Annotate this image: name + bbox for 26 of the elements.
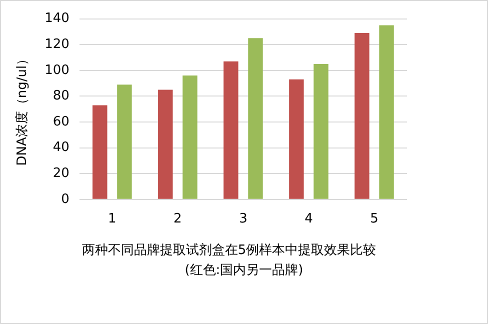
bar [117, 84, 132, 199]
y-axis-title: DNA浓度（ng/ul） [14, 52, 30, 166]
y-tick-label: 80 [52, 88, 70, 104]
y-tick-label: 120 [44, 36, 70, 52]
x-tick-label: 3 [239, 212, 248, 227]
text: (红色:国内另一品牌) [184, 262, 304, 280]
bar [289, 79, 304, 199]
x-tick-label: 1 [108, 212, 116, 227]
bar [248, 38, 263, 199]
bar [314, 64, 328, 199]
bar [182, 76, 198, 199]
y-tick-label: 40 [52, 140, 70, 156]
bar [379, 25, 394, 199]
y-tick-label: 140 [44, 11, 70, 26]
x-tick-label: 5 [370, 212, 378, 227]
bar [92, 105, 108, 199]
bar [158, 90, 173, 199]
x-tick-label: 2 [174, 212, 182, 227]
y-tick-label: 0 [61, 192, 70, 207]
y-tick-label: 60 [52, 114, 70, 130]
y-tick-label: 20 [52, 166, 70, 181]
bar [224, 61, 238, 199]
text: 两种不同品牌提取试剂盒在5例样本中提取效果比较 [80, 242, 378, 260]
y-tick-label: 100 [44, 62, 70, 78]
x-tick-label: 4 [304, 212, 313, 227]
bar [354, 32, 370, 199]
